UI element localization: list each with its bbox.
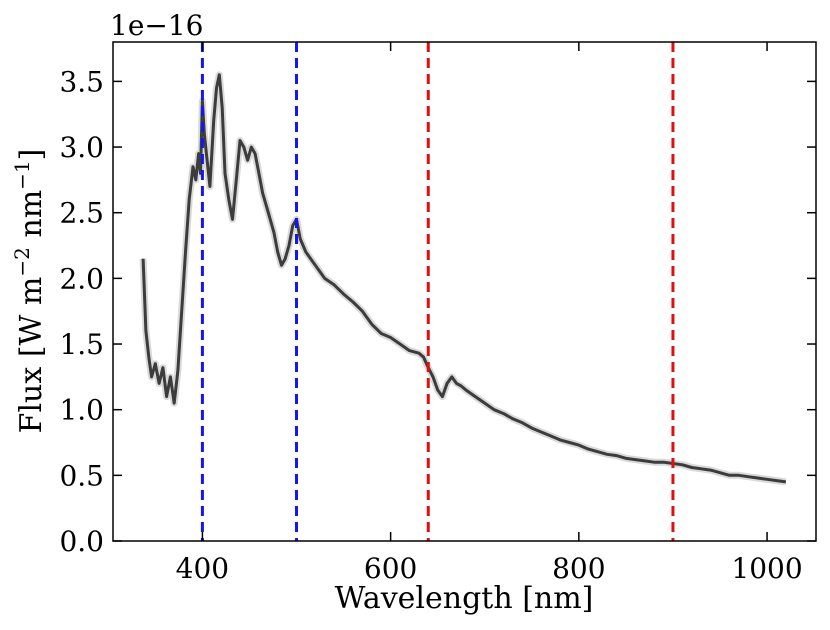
- y-axis-label: Flux [W m−2 nm−1]: [10, 149, 49, 434]
- x-tick-label-800: 800: [552, 552, 605, 585]
- y-tick-label-5: 2.5: [59, 197, 104, 230]
- y-tick-label-0: 0.0: [59, 525, 104, 558]
- data-layer: [139, 71, 787, 486]
- y-label-prefix: Flux [W m: [14, 277, 49, 434]
- series-spread-0: [139, 71, 787, 486]
- x-axis-label: Wavelength [nm]: [335, 581, 594, 616]
- tick-layer: 400 600 800 1000 0.0 0.5 1.0 1.5 2.0 2.5 3.0 3.5: [59, 42, 816, 585]
- y-tick-label-7: 3.5: [59, 65, 104, 98]
- x-tick-label-400: 400: [176, 552, 229, 585]
- y-tick-label-2: 1.0: [59, 394, 104, 427]
- plot-frame: [112, 41, 817, 542]
- y-label-middle: nm: [14, 190, 49, 247]
- y-tick-label-6: 3.0: [59, 131, 104, 164]
- y-tick-label-1: 0.5: [59, 459, 104, 492]
- x-tick-label-1000: 1000: [731, 552, 802, 585]
- x-tick-label-600: 600: [364, 552, 417, 585]
- vline-layer: [200, 42, 675, 541]
- y-tick-label-4: 2.0: [59, 262, 104, 295]
- y-label-exp1: −2: [10, 247, 34, 276]
- y-label-exp2: −1: [10, 160, 34, 189]
- series-line-spectrum: [141, 73, 787, 484]
- y-label-suffix: ]: [14, 149, 49, 161]
- y-tick-label-3: 1.5: [59, 328, 104, 361]
- offset-text: 1e−16: [110, 9, 203, 42]
